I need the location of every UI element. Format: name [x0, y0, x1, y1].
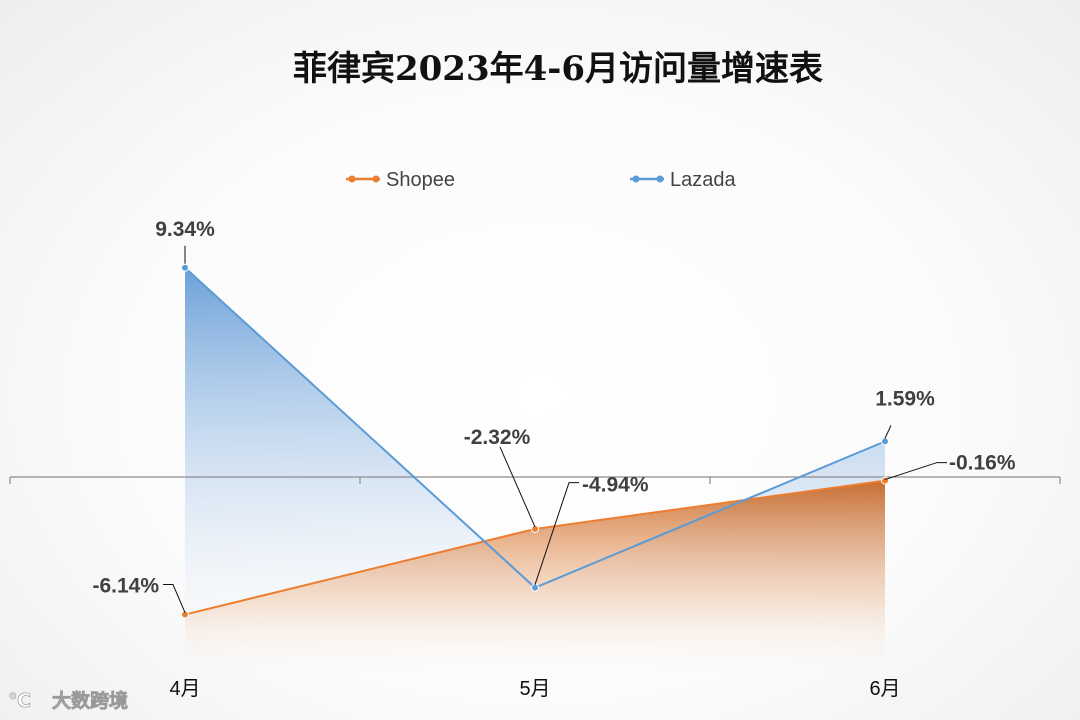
legend-lazada-label: Lazada [670, 169, 736, 191]
legend-lazada-marker [632, 175, 640, 183]
data-label-shopee-3: -0.16% [949, 452, 1016, 475]
data-label-lazada-3: 1.59% [875, 387, 935, 410]
legend-shopee-label: Shopee [386, 169, 455, 191]
point-shopee-2 [531, 524, 539, 533]
leader-line-shopee-1 [163, 584, 186, 613]
data-label-lazada-1: 9.34% [155, 218, 215, 241]
data-label-lazada-2: -4.94% [582, 474, 649, 497]
leader-line-lazada-2 [534, 482, 579, 585]
leader-line-lazada-3 [884, 425, 892, 439]
leader-line-shopee-3 [884, 462, 947, 481]
data-label-shopee-1: -6.14% [92, 575, 159, 598]
chart-title: 菲律宾2023年4-6月访问量增速表 [293, 49, 823, 89]
watermark-logo-icon: ℃ [8, 690, 31, 712]
x-tick-label-1: 4月 [169, 678, 200, 700]
x-tick-label-2: 5月 [519, 678, 550, 700]
plot-area: 4月 5月 6月 -6.14% -2.32% -0.16% 9.34% -4.94% 1.59% [9, 218, 1061, 700]
watermark: ℃ 大数跨境 [8, 689, 129, 713]
legend-item-lazada[interactable]: Lazada [630, 169, 736, 191]
data-label-shopee-2: -2.32% [464, 426, 531, 449]
legend: Shopee Lazada [346, 169, 736, 191]
point-shopee-3 [881, 476, 889, 485]
legend-shopee-marker [348, 175, 356, 183]
point-lazada-3 [881, 437, 889, 446]
area-shopee [185, 480, 885, 679]
watermark-text: 大数跨境 [52, 689, 128, 712]
x-tick-label-3: 6月 [869, 678, 900, 700]
legend-lazada-marker-end [656, 175, 664, 183]
point-shopee-1 [181, 610, 189, 619]
leader-line-shopee-2 [499, 446, 536, 528]
legend-shopee-marker-end [372, 175, 380, 183]
point-lazada-2 [531, 583, 539, 592]
point-lazada-1 [181, 263, 189, 272]
legend-item-shopee[interactable]: Shopee [346, 169, 455, 191]
